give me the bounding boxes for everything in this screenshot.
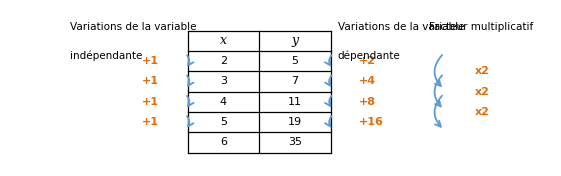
Text: 2: 2 xyxy=(220,56,227,66)
Text: +1: +1 xyxy=(142,76,159,86)
Text: x: x xyxy=(220,34,227,47)
Text: dépendante: dépendante xyxy=(338,51,400,61)
Text: +1: +1 xyxy=(142,56,159,66)
Text: 11: 11 xyxy=(288,97,302,107)
Text: Variations de la variable: Variations de la variable xyxy=(70,23,196,33)
Text: +16: +16 xyxy=(359,117,384,127)
Text: x2: x2 xyxy=(475,107,489,117)
Text: y: y xyxy=(292,34,298,47)
Text: +1: +1 xyxy=(142,97,159,107)
Text: x2: x2 xyxy=(475,66,489,76)
Text: Facteur multiplicatif: Facteur multiplicatif xyxy=(429,23,533,33)
Text: 19: 19 xyxy=(288,117,302,127)
Text: 35: 35 xyxy=(288,137,302,147)
Text: x2: x2 xyxy=(475,87,489,97)
Text: indépendante: indépendante xyxy=(70,51,142,61)
Text: 4: 4 xyxy=(220,97,227,107)
Text: +8: +8 xyxy=(359,97,376,107)
Text: +4: +4 xyxy=(359,76,376,86)
Text: 3: 3 xyxy=(220,76,227,86)
Text: 6: 6 xyxy=(220,137,227,147)
Text: +2: +2 xyxy=(359,56,376,66)
Text: 7: 7 xyxy=(292,76,298,86)
Text: 5: 5 xyxy=(220,117,227,127)
Text: +1: +1 xyxy=(142,117,159,127)
Text: Variations de la variable: Variations de la variable xyxy=(338,23,464,33)
Text: 5: 5 xyxy=(292,56,298,66)
